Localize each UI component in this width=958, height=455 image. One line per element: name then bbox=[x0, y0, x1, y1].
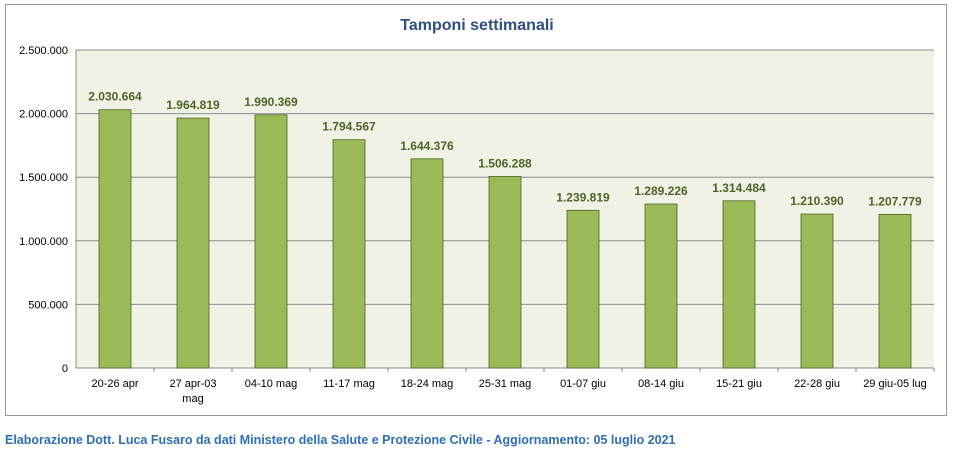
x-tick-label: 29 giu-05 lug bbox=[863, 378, 927, 390]
data-label: 1.964.819 bbox=[166, 98, 220, 112]
bar bbox=[644, 203, 678, 369]
bar bbox=[800, 213, 834, 369]
data-label: 2.030.664 bbox=[88, 90, 142, 104]
bar bbox=[254, 114, 288, 369]
x-tick-label: 11-17 mag bbox=[323, 378, 375, 390]
x-tick-label: 04-10 mag bbox=[245, 378, 298, 390]
data-label: 1.794.567 bbox=[322, 120, 376, 134]
data-label: 1.506.288 bbox=[478, 156, 532, 170]
y-tick-label: 2.500.000 bbox=[19, 45, 68, 57]
bar bbox=[878, 213, 912, 369]
data-label: 1.207.779 bbox=[868, 194, 922, 208]
data-label: 1.990.369 bbox=[244, 95, 298, 109]
x-tick-label: 01-07 giu bbox=[560, 378, 606, 390]
bar bbox=[410, 158, 444, 369]
data-label: 1.314.484 bbox=[712, 181, 766, 195]
x-tick-label: 15-21 giu bbox=[716, 378, 762, 390]
data-label: 1.289.226 bbox=[634, 184, 688, 198]
bar bbox=[566, 209, 600, 369]
data-label: 1.239.819 bbox=[556, 190, 610, 204]
y-tick-label: 0 bbox=[62, 363, 68, 375]
bar bbox=[488, 176, 522, 369]
bar bbox=[332, 139, 366, 369]
y-tick-label: 500.000 bbox=[28, 299, 68, 311]
x-tick-label: mag bbox=[182, 393, 203, 405]
data-label: 1.644.376 bbox=[400, 139, 454, 153]
y-tick-label: 1.500.000 bbox=[19, 172, 68, 184]
y-tick-label: 1.000.000 bbox=[19, 236, 68, 248]
chart-frame: Tamponi settimanali 0 500.000 1.000.000 1.5… bbox=[5, 4, 947, 416]
x-tick-label: 20-26 apr bbox=[91, 378, 138, 390]
data-label: 1.210.390 bbox=[790, 194, 844, 208]
footer-credit: Elaborazione Dott. Luca Fusaro da dati M… bbox=[5, 433, 676, 447]
x-tick-label: 22-28 giu bbox=[794, 378, 840, 390]
x-tick-label: 27 apr-03 bbox=[169, 378, 216, 390]
x-tick-label: 08-14 giu bbox=[638, 378, 684, 390]
bar bbox=[98, 109, 132, 369]
chart-title: Tamponi settimanali bbox=[400, 17, 554, 34]
x-tick-label: 18-24 mag bbox=[401, 378, 454, 390]
x-tick-label: 25-31 mag bbox=[479, 378, 532, 390]
bar-chart: 0 500.000 1.000.000 1.500.000 2.000.000 2.500… bbox=[19, 45, 935, 405]
bar bbox=[722, 200, 756, 369]
bar bbox=[176, 117, 210, 369]
y-tick-label: 2.000.000 bbox=[19, 109, 68, 121]
